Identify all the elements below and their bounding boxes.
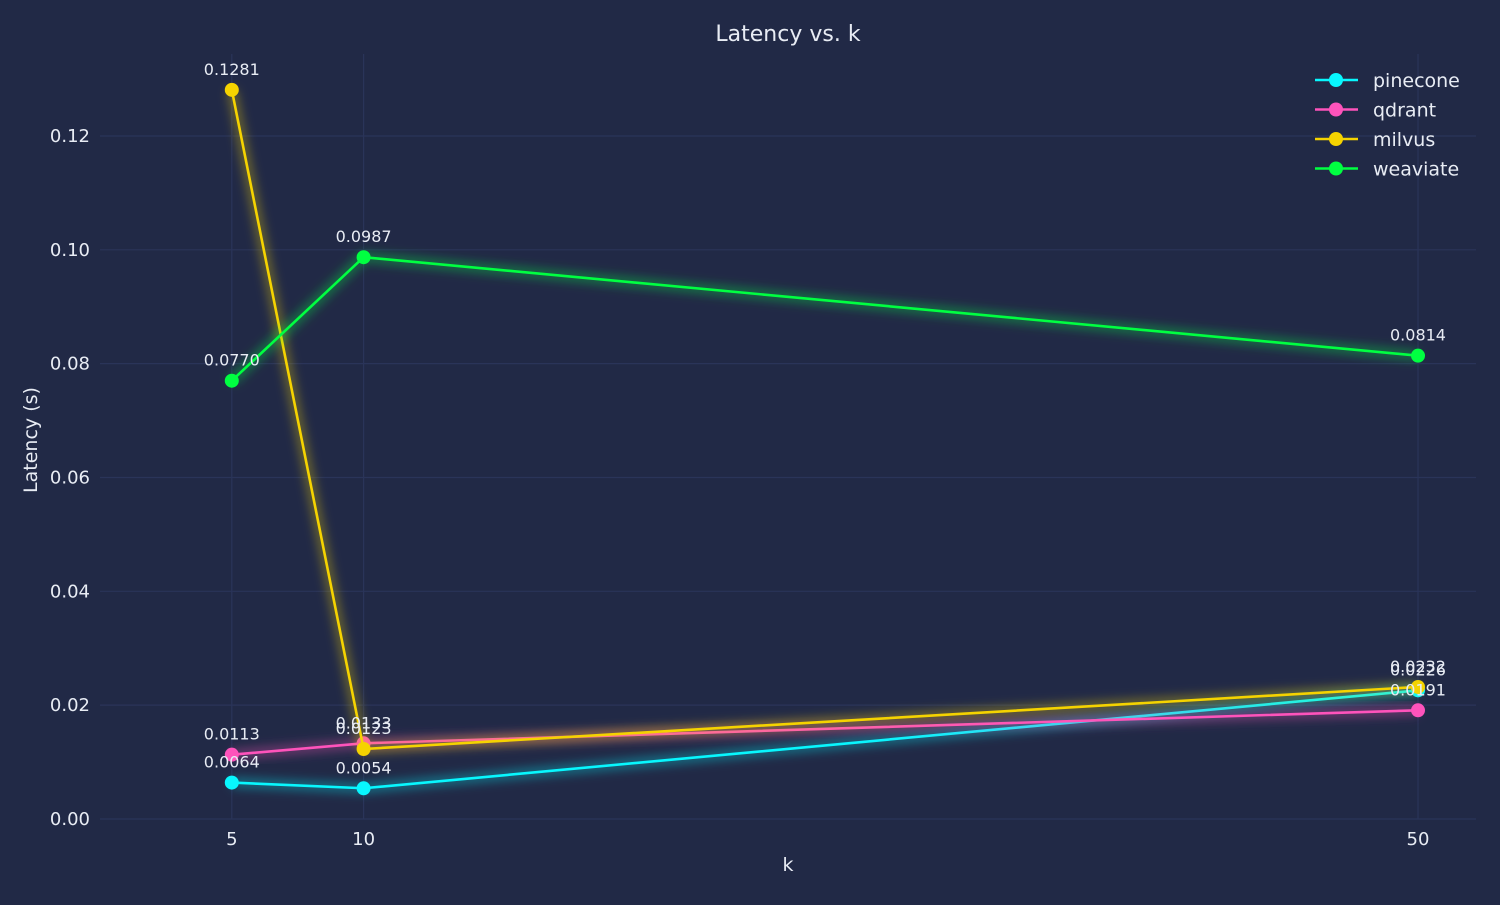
- x-tick-label: 50: [1407, 829, 1430, 850]
- y-tick-label: 0.04: [50, 581, 90, 602]
- y-tick-label: 0.10: [50, 240, 90, 261]
- legend-label-pinecone: pinecone: [1373, 70, 1460, 92]
- y-tick-label: 0.06: [50, 467, 90, 488]
- data-label-qdrant: 0.0133: [336, 713, 392, 732]
- data-point-qdrant: [224, 747, 239, 762]
- ticks: 0.00 0.02 0.04 0.06 0.08 0.10 0.12 5 10 50: [50, 126, 1430, 850]
- data-point-weaviate: [356, 250, 371, 265]
- data-point-weaviate: [224, 373, 239, 388]
- data-label-weaviate: 0.0987: [336, 227, 392, 246]
- data-label-milvus: 0.1281: [204, 60, 260, 79]
- y-tick-label: 0.02: [50, 695, 90, 716]
- x-tick-label: 10: [352, 829, 375, 850]
- data-label-qdrant: 0.0191: [1390, 680, 1446, 699]
- x-axis-label: k: [782, 854, 793, 876]
- series-layer: [224, 82, 1426, 796]
- data-label-milvus: 0.0232: [1390, 657, 1446, 676]
- legend-label-weaviate: weaviate: [1373, 159, 1459, 181]
- legend-marker-pinecone: [1329, 73, 1343, 87]
- data-point-milvus: [224, 82, 239, 97]
- data-label-weaviate: 0.0814: [1390, 326, 1446, 345]
- legend-marker-weaviate: [1329, 161, 1343, 176]
- y-axis-label: Latency (s): [20, 387, 42, 493]
- legend-label-milvus: milvus: [1373, 129, 1435, 151]
- legend-marker-qdrant: [1329, 102, 1343, 117]
- data-label-pinecone: 0.0226: [1390, 660, 1446, 679]
- data-point-qdrant: [1411, 703, 1426, 718]
- data-label-milvus: 0.0123: [336, 719, 392, 738]
- legend: pinecone qdrant milvus weaviate: [1315, 70, 1460, 181]
- y-tick-label: 0.12: [50, 126, 90, 147]
- chart-title: Latency vs. k: [715, 22, 860, 47]
- data-point-pinecone: [224, 775, 239, 790]
- data-label-qdrant: 0.0113: [204, 725, 260, 744]
- x-tick-label: 5: [226, 829, 237, 850]
- legend-marker-milvus: [1329, 132, 1343, 146]
- data-point-weaviate: [1411, 348, 1426, 363]
- y-tick-label: 0.00: [50, 809, 90, 830]
- data-point-milvus: [1411, 679, 1426, 694]
- data-label-pinecone: 0.0054: [336, 758, 392, 777]
- y-tick-label: 0.08: [50, 354, 90, 375]
- legend-label-qdrant: qdrant: [1373, 100, 1436, 122]
- data-point-milvus: [356, 741, 371, 756]
- data-labels: 0.0064 0.0054 0.0226 0.0113 0.0133 0.0191 0.12…: [204, 60, 1446, 777]
- data-label-weaviate: 0.0770: [204, 351, 260, 370]
- data-point-pinecone: [356, 781, 371, 796]
- data-label-pinecone: 0.0064: [204, 753, 260, 772]
